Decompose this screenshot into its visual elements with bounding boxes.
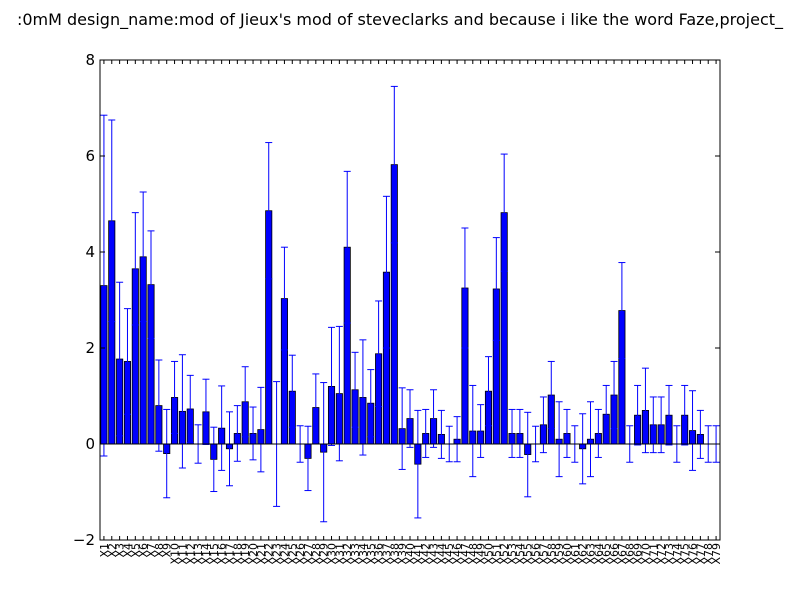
x-tick-label: X46 bbox=[451, 543, 464, 565]
x-tick-label: X59 bbox=[553, 543, 566, 565]
x-tick-label: X56 bbox=[530, 543, 543, 565]
x-tick-label: X70 bbox=[639, 543, 652, 565]
x-tick-label: X43 bbox=[428, 543, 441, 565]
x-tick-label: X60 bbox=[561, 543, 574, 565]
y-tick-label: 4 bbox=[85, 243, 95, 261]
x-tick-label: X2 bbox=[106, 543, 119, 558]
x-tick-label: X49 bbox=[475, 543, 488, 565]
x-tick-label: X68 bbox=[624, 543, 637, 565]
x-tick-label: X14 bbox=[200, 543, 213, 565]
x-tick-label: X29 bbox=[318, 543, 331, 565]
x-tick-label: X71 bbox=[647, 543, 660, 565]
x-tick-label: X48 bbox=[467, 543, 480, 565]
x-tick-label: X20 bbox=[247, 543, 260, 565]
x-tick-label: X5 bbox=[129, 543, 142, 558]
x-tick-label: X78 bbox=[702, 543, 715, 565]
y-tick-label: −2 bbox=[73, 531, 95, 549]
x-tick-label: X19 bbox=[239, 543, 252, 565]
x-tick-label: X50 bbox=[482, 543, 495, 565]
x-tick-label: X32 bbox=[341, 543, 354, 565]
x-tick-label: X57 bbox=[537, 543, 550, 565]
y-axis: −2 0 2 4 6 8 bbox=[73, 51, 720, 549]
x-tick-label: X33 bbox=[349, 543, 362, 565]
chart-title: :0mM design_name:mod of Jieux's mod of s… bbox=[17, 10, 784, 30]
x-tick-label: X27 bbox=[302, 543, 315, 565]
x-tick-label: X67 bbox=[616, 543, 629, 565]
x-tick-label: X9 bbox=[161, 543, 174, 558]
x-tick-label: X11 bbox=[176, 543, 189, 565]
x-tick-label: X72 bbox=[655, 543, 668, 565]
x-tick-label: X10 bbox=[169, 543, 182, 565]
x-tick-label: X16 bbox=[216, 543, 229, 565]
x-tick-label: X6 bbox=[137, 543, 150, 558]
x-tick-label: X42 bbox=[420, 543, 433, 565]
x-tick-label: X17 bbox=[223, 543, 236, 565]
x-tick-label: X58 bbox=[545, 543, 558, 565]
x-tick-label: X30 bbox=[326, 543, 339, 565]
x-tick-label: X52 bbox=[498, 543, 511, 565]
x-tick-label: X44 bbox=[435, 543, 448, 565]
x-tick-label: X47 bbox=[459, 543, 472, 565]
x-tick-label: X8 bbox=[153, 543, 166, 558]
x-tick-label: X53 bbox=[506, 543, 519, 565]
y-tick-label: 6 bbox=[85, 147, 95, 165]
x-tick-label: X69 bbox=[632, 543, 645, 565]
x-tick-label: X38 bbox=[388, 543, 401, 565]
x-tick-label: X31 bbox=[333, 543, 346, 565]
x-tick-label: X54 bbox=[514, 543, 527, 565]
x-tick-label: X34 bbox=[357, 543, 370, 565]
y-tick-label: 0 bbox=[85, 435, 95, 453]
x-tick-label: X1 bbox=[98, 543, 111, 558]
y-tick-label: 2 bbox=[85, 339, 95, 357]
x-tick-label: X37 bbox=[380, 543, 393, 565]
x-tick-label: X36 bbox=[373, 543, 386, 565]
x-tick-label: X74 bbox=[671, 543, 684, 565]
x-tick-label: X45 bbox=[443, 543, 456, 565]
x-tick-label: X28 bbox=[310, 543, 323, 565]
x-tick-label: X62 bbox=[577, 543, 590, 565]
x-tick-label: X35 bbox=[365, 543, 378, 565]
x-tick-label: X39 bbox=[396, 543, 409, 565]
x-tick-label: X7 bbox=[145, 543, 158, 558]
x-tick-label: X65 bbox=[600, 543, 613, 565]
x-tick-label: X4 bbox=[121, 543, 134, 558]
x-tick-label: X79 bbox=[710, 543, 723, 565]
x-tick-label: X41 bbox=[412, 543, 425, 565]
x-tick-label: X22 bbox=[263, 543, 276, 565]
x-tick-label: X21 bbox=[255, 543, 268, 565]
x-tick-label: X25 bbox=[286, 543, 299, 565]
x-tick-label: X3 bbox=[114, 543, 127, 558]
x-tick-label: X66 bbox=[608, 543, 621, 565]
x-tick-label: X51 bbox=[490, 543, 503, 565]
x-tick-label: X24 bbox=[278, 543, 291, 565]
x-tick-label: X64 bbox=[592, 543, 605, 565]
x-tick-label: X26 bbox=[294, 543, 307, 565]
x-tick-label: X77 bbox=[694, 543, 707, 565]
x-tick-label: X13 bbox=[192, 543, 205, 565]
x-tick-label: X15 bbox=[208, 543, 221, 565]
x-tick-label: X61 bbox=[569, 543, 582, 565]
y-tick-label: 8 bbox=[85, 51, 95, 69]
errorbars-group bbox=[100, 85, 720, 523]
x-tick-label: X76 bbox=[687, 543, 700, 565]
x-tick-label: X55 bbox=[522, 543, 535, 565]
x-tick-label: X12 bbox=[184, 543, 197, 565]
x-tick-label: X18 bbox=[231, 543, 244, 565]
x-tick-label: X73 bbox=[663, 543, 676, 565]
plot-frame bbox=[99, 59, 721, 541]
x-tick-label: X23 bbox=[271, 543, 284, 565]
x-tick-label: X63 bbox=[585, 543, 598, 565]
x-tick-label: X40 bbox=[404, 543, 417, 565]
x-tick-label: X75 bbox=[679, 543, 692, 565]
x-axis: X1X2X3X4X5X6X7X8X9X10X11X12X13X14X15X16X… bbox=[98, 60, 723, 565]
